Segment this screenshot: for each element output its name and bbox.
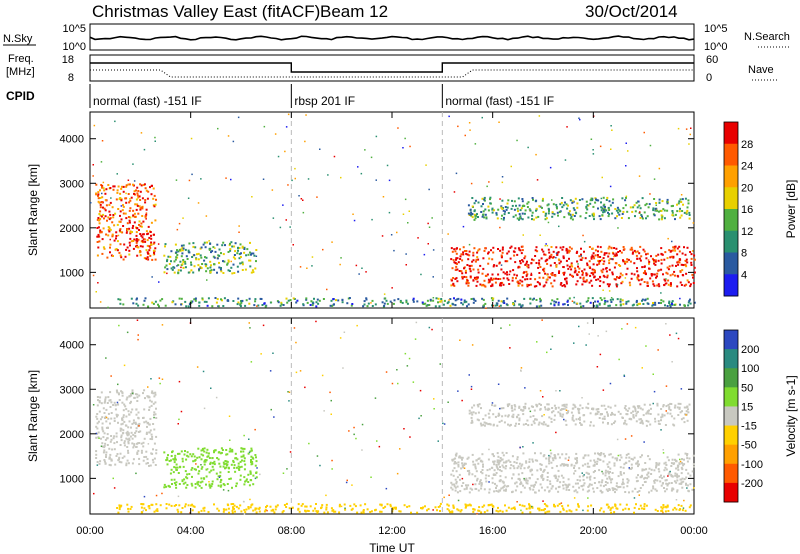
x-tick-label: 00:00 (76, 525, 104, 537)
echo-region (116, 502, 692, 514)
colorbar-segment (724, 122, 738, 145)
x-tick-label: 08:00 (278, 525, 306, 537)
colorbar-tick-label: 50 (741, 382, 753, 394)
colorbar-tick-label: 4 (741, 269, 747, 281)
colorbar-segment (724, 274, 738, 297)
scatter-speckle (92, 319, 695, 515)
cpid-segment-label: rbsp 201 IF (294, 94, 355, 108)
power-panel: 1000 2000 3000 4000 Slant Range [km] 28 24 20 16… (26, 111, 798, 309)
freq-tick-high: 18 (62, 54, 74, 66)
nsky-label: N.Sky (3, 33, 33, 45)
colorbar-segment (724, 187, 738, 210)
x-axis-label: Time UT (369, 541, 415, 554)
colorbar-tick-label: -200 (741, 478, 763, 490)
colorbar-segment (724, 349, 738, 369)
freq-tick-low: 8 (68, 72, 74, 84)
nave-label: Nave (748, 64, 774, 76)
colorbar-tick-label: 20 (741, 182, 753, 194)
colorbar-label: Velocity [m s-1] (784, 375, 798, 456)
cpid-row: CPID normal (fast) -151 IF rbsp 201 IF nor… (6, 84, 554, 108)
colorbar-tick-label: 12 (741, 226, 753, 238)
freq-panel: Freq. [MHz] 18 8 60 0 Nave (6, 53, 778, 84)
y-axis-label: Slant Range [km] (26, 164, 40, 256)
y-tick-label: 2000 (60, 429, 84, 441)
x-tick-label: 04:00 (177, 525, 205, 537)
colorbar-segment (724, 252, 738, 275)
colorbar-segment (724, 463, 738, 484)
y-tick-label: 2000 (60, 223, 84, 235)
freq-unit: [MHz] (6, 66, 35, 78)
colorbar-tick-label: 28 (741, 139, 753, 151)
colorbar-segment (724, 143, 738, 166)
nsearch-label: N.Search (744, 31, 790, 43)
echo-region (467, 196, 691, 221)
colorbar-segment (724, 482, 738, 503)
colorbar-segment (724, 425, 738, 446)
y-tick-label: 4000 (60, 134, 84, 146)
beam-title: Beam 12 (320, 2, 388, 21)
colorbar-tick-label: 100 (741, 363, 759, 375)
freq-series (90, 62, 694, 73)
x-tick-label: 00:00 (680, 525, 708, 537)
cpid-segment-label: normal (fast) -151 IF (445, 94, 554, 108)
n-tick-low-right: 10^0 (704, 41, 728, 53)
colorbar-tick-label: 16 (741, 204, 753, 216)
freq-label: Freq. (8, 53, 34, 65)
echo-region (117, 297, 696, 308)
plot-frame (89, 317, 695, 515)
echo-region (95, 389, 158, 467)
colorbar-segment (724, 209, 738, 232)
colorbar-tick-label: -15 (741, 421, 757, 433)
colorbar-segment (724, 406, 738, 426)
y-tick-label: 4000 (60, 340, 84, 352)
nsky-series (89, 35, 695, 41)
colorbar-segment (724, 444, 738, 465)
colorbar-tick-label: -100 (741, 459, 763, 471)
colorbar-segment (724, 230, 738, 253)
x-tick-label: 20:00 (580, 525, 608, 537)
nave-tick-high: 60 (706, 54, 718, 66)
x-tick-label: 12:00 (378, 525, 406, 537)
colorbar-tick-label: 200 (741, 344, 759, 356)
station-title: Christmas Valley East (fitACF) (92, 2, 320, 21)
echo-region (468, 402, 691, 427)
x-tick-label: 16:00 (479, 525, 507, 537)
echo-region (163, 241, 258, 275)
echo-region (163, 447, 258, 489)
y-tick-label: 3000 (60, 384, 84, 396)
y-tick-label: 1000 (60, 473, 84, 485)
nave-tick-low: 0 (706, 72, 712, 84)
scatter-speckle (90, 113, 695, 309)
colorbar-segment (724, 165, 738, 188)
colorbar-segment (724, 387, 738, 407)
echo-region (450, 451, 695, 494)
cpid-label: CPID (6, 89, 35, 103)
n-tick-low: 10^0 (62, 41, 86, 53)
date-title: 30/Oct/2014 (585, 2, 678, 21)
colorbar-segment (724, 330, 738, 350)
cpid-segment-label: normal (fast) -151 IF (93, 94, 202, 108)
colorbar-tick-label: 8 (741, 248, 747, 260)
n-tick-high: 10^5 (62, 23, 86, 35)
echo-region (450, 245, 696, 288)
n-tick-high-right: 10^5 (704, 23, 728, 35)
colorbar-segment (724, 368, 738, 388)
colorbar-tick-label: 24 (741, 161, 753, 173)
y-axis-label: Slant Range [km] (26, 370, 40, 462)
y-tick-label: 1000 (60, 267, 84, 279)
velocity-panel: 1000 2000 3000 4000 00:00 04:00 08:00 12:00 16:0… (26, 317, 798, 537)
colorbar-label: Power [dB] (784, 180, 798, 239)
counts-panel: N.Sky 10^5 10^0 10^5 10^0 N.Search (3, 23, 790, 53)
nave-series (90, 69, 694, 78)
y-tick-label: 3000 (60, 178, 84, 190)
colorbar-tick-label: 15 (741, 401, 753, 413)
colorbar-tick-label: -50 (741, 440, 757, 452)
